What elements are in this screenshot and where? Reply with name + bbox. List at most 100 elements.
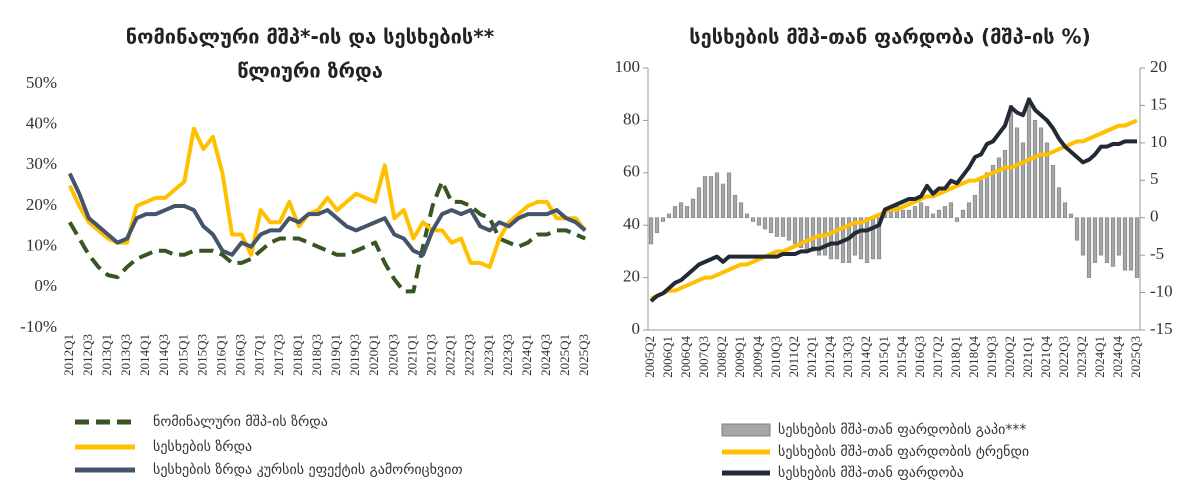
x-tick-label: 2018Q1 bbox=[948, 336, 963, 378]
x-tick-label: 2017Q1 bbox=[252, 334, 267, 376]
bar bbox=[1080, 217, 1086, 256]
x-tick-label: 2013Q1 bbox=[99, 334, 114, 376]
bar bbox=[1122, 217, 1128, 271]
x-tick-label: 2024Q3 bbox=[538, 334, 553, 376]
x-tick-label: 2009Q1 bbox=[732, 336, 747, 378]
chart-title: წლიური ზრდა bbox=[237, 59, 383, 83]
bar bbox=[954, 217, 960, 222]
x-tick-label: 2017Q2 bbox=[930, 336, 945, 378]
x-tick-label: 2021Q4 bbox=[1038, 336, 1053, 378]
bar bbox=[1074, 217, 1080, 241]
bar bbox=[672, 206, 678, 219]
bar bbox=[990, 165, 996, 219]
legend-label: ნომინალური მშპ-ის ზრდა bbox=[153, 413, 328, 430]
y2-tick-label: 0 bbox=[1150, 207, 1159, 226]
y-tick-label: 0% bbox=[34, 276, 57, 295]
y2-tick-label: 5 bbox=[1150, 169, 1159, 188]
x-tick-label: 2012Q4 bbox=[822, 336, 837, 378]
bar bbox=[720, 183, 726, 219]
x-tick-label: 2016Q3 bbox=[912, 336, 927, 378]
bar bbox=[930, 213, 936, 219]
x-tick-label: 2019Q1 bbox=[328, 334, 343, 376]
bar bbox=[810, 217, 816, 252]
bar bbox=[834, 217, 840, 260]
line-series bbox=[650, 118, 1138, 301]
x-tick-label: 2018Q3 bbox=[309, 334, 324, 376]
x-tick-label: 2019Q3 bbox=[984, 336, 999, 378]
bar bbox=[1092, 217, 1098, 263]
bar bbox=[936, 209, 942, 219]
x-tick-label: 2017Q3 bbox=[271, 334, 286, 376]
bar bbox=[1128, 217, 1134, 271]
bar bbox=[792, 217, 798, 245]
x-tick-label: 2013Q3 bbox=[840, 336, 855, 378]
x-tick-label: 2012Q3 bbox=[80, 334, 95, 376]
chart-title: სესხების მშპ-თან ფარდობა (მშპ-ის %) bbox=[689, 25, 1091, 49]
bar bbox=[798, 217, 804, 248]
x-tick-label: 2021Q1 bbox=[1020, 336, 1035, 378]
bar bbox=[1134, 217, 1140, 278]
x-tick-label: 2024Q1 bbox=[519, 334, 534, 376]
x-tick-label: 2024Q4 bbox=[1110, 336, 1125, 378]
x-tick-label: 2016Q3 bbox=[233, 334, 248, 376]
bar bbox=[684, 206, 690, 219]
bar bbox=[696, 187, 702, 219]
bar bbox=[648, 217, 654, 245]
y2-tick-label: -5 bbox=[1150, 244, 1164, 263]
bar bbox=[1020, 142, 1026, 219]
x-tick-label: 2006Q4 bbox=[678, 336, 693, 378]
x-tick-label: 2018Q4 bbox=[966, 336, 981, 378]
bar bbox=[756, 217, 762, 226]
bar bbox=[1002, 150, 1008, 219]
x-tick-label: 2010Q3 bbox=[768, 336, 783, 378]
bar bbox=[912, 206, 918, 219]
bar bbox=[1044, 142, 1050, 219]
x-tick-label: 2022Q3 bbox=[1056, 336, 1071, 378]
bar bbox=[972, 194, 978, 219]
bar bbox=[870, 217, 876, 260]
y-tick-label: 40 bbox=[623, 214, 640, 233]
y-tick-label: 20 bbox=[623, 267, 640, 286]
y-tick-label: 40% bbox=[26, 114, 57, 133]
x-tick-label: 2007Q3 bbox=[696, 336, 711, 378]
bar bbox=[1110, 217, 1116, 267]
x-tick-label: 2015Q1 bbox=[876, 336, 891, 378]
x-tick-label: 2024Q1 bbox=[1092, 336, 1107, 378]
bar bbox=[750, 217, 756, 222]
bar bbox=[654, 217, 660, 233]
bar bbox=[714, 172, 720, 219]
x-tick-label: 2025Q1 bbox=[557, 334, 572, 376]
bar bbox=[948, 202, 954, 219]
x-tick-label: 2021Q1 bbox=[404, 334, 419, 376]
bar bbox=[1068, 213, 1074, 219]
bar bbox=[942, 206, 948, 219]
x-tick-label: 2016Q1 bbox=[213, 334, 228, 376]
bar bbox=[876, 217, 882, 260]
y2-tick-label: 20 bbox=[1150, 57, 1167, 76]
x-tick-label: 2015Q1 bbox=[175, 334, 190, 376]
line-series bbox=[67, 126, 587, 269]
x-tick-label: 2006Q1 bbox=[660, 336, 675, 378]
y-tick-label: 50% bbox=[26, 73, 57, 92]
y2-tick-label: 15 bbox=[1150, 94, 1167, 113]
bar bbox=[1098, 217, 1104, 256]
bar bbox=[1032, 120, 1038, 219]
bar bbox=[1014, 127, 1020, 219]
legend-label: სესხების მშპ-თან ფარდობა bbox=[778, 464, 964, 481]
x-tick-label: 2023Q1 bbox=[481, 334, 496, 376]
bar bbox=[1104, 217, 1110, 263]
x-tick-label: 2014Q1 bbox=[137, 334, 152, 376]
bar bbox=[804, 217, 810, 252]
x-tick-label: 2020Q1 bbox=[366, 334, 381, 376]
bar bbox=[960, 209, 966, 219]
bar bbox=[738, 202, 744, 219]
x-tick-label: 2014Q3 bbox=[156, 334, 171, 376]
x-tick-label: 2020Q3 bbox=[385, 334, 400, 376]
line-series bbox=[649, 97, 1137, 303]
bar bbox=[762, 217, 768, 230]
bar bbox=[1038, 127, 1044, 219]
bar bbox=[768, 217, 774, 233]
bar bbox=[744, 213, 750, 219]
x-tick-label: 2022Q3 bbox=[462, 334, 477, 376]
